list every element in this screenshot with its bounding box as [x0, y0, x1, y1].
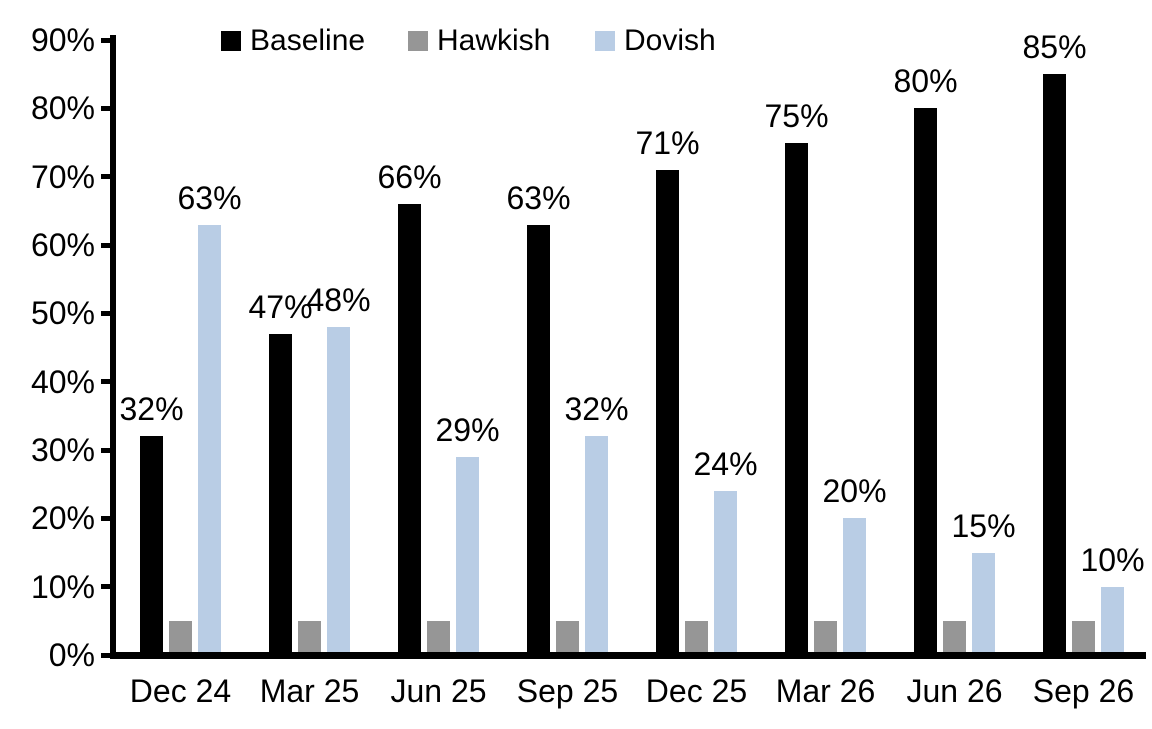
y-axis-label-60: 60% — [30, 227, 95, 263]
y-axis-label-10: 10% — [30, 568, 95, 605]
data-label-dovish-sep-25: 32% — [564, 391, 629, 428]
legend-label-hawkish: Hawkish — [437, 24, 551, 57]
y-axis-label-40: 40% — [30, 363, 95, 400]
bar-hawkish-dec-25 — [685, 620, 708, 655]
bar-dovish-dec-24 — [198, 224, 221, 655]
x-axis-label-dec-25: Dec 25 — [645, 673, 748, 709]
bar-hawkish-sep-26 — [1072, 620, 1095, 655]
legend-label-baseline: Baseline — [250, 24, 366, 57]
bar-hawkish-jun-26 — [943, 620, 966, 655]
y-axis-line — [110, 35, 116, 659]
bar-dovish-mar-25 — [327, 327, 350, 655]
legend-item-baseline: Baseline — [221, 26, 365, 56]
y-axis-tick-20 — [101, 515, 110, 521]
bar-baseline-jun-26 — [914, 108, 937, 655]
data-label-dovish-jun-25: 29% — [435, 411, 500, 448]
bar-hawkish-sep-25 — [556, 620, 579, 655]
bar-baseline-mar-25 — [269, 333, 292, 655]
legend-item-dovish: Dovish — [595, 26, 716, 56]
y-axis-label-70: 70% — [30, 158, 95, 195]
hawkish-swatch-icon — [408, 31, 428, 51]
data-label-dovish-dec-24: 63% — [177, 179, 242, 216]
bar-baseline-sep-25 — [527, 224, 550, 655]
y-axis-tick-60 — [101, 242, 110, 248]
data-label-baseline-mar-26: 75% — [764, 97, 829, 134]
legend-item-hawkish: Hawkish — [408, 26, 550, 56]
bar-baseline-sep-26 — [1043, 74, 1066, 655]
data-label-baseline-jun-25: 66% — [377, 159, 442, 195]
y-axis-label-0: 0% — [48, 637, 95, 673]
x-axis-label-mar-26: Mar 26 — [775, 673, 876, 709]
x-axis-label-jun-25: Jun 25 — [390, 673, 487, 709]
y-axis-tick-30 — [101, 447, 110, 453]
y-axis-tick-70 — [101, 174, 110, 180]
data-label-dovish-jun-26: 15% — [951, 507, 1016, 544]
x-axis-label-sep-25: Sep 25 — [516, 673, 619, 709]
y-axis-tick-50 — [101, 310, 110, 316]
y-axis-tick-80 — [101, 105, 110, 111]
data-label-baseline-sep-26: 85% — [1022, 29, 1087, 66]
data-label-dovish-dec-25: 24% — [693, 446, 758, 482]
baseline-swatch-icon — [221, 31, 241, 51]
bar-hawkish-mar-26 — [814, 620, 837, 655]
bar-dovish-sep-26 — [1101, 586, 1124, 655]
bar-hawkish-jun-25 — [427, 620, 450, 655]
y-axis-tick-10 — [101, 584, 110, 590]
bar-dovish-sep-25 — [585, 436, 608, 655]
data-label-dovish-mar-25: 48% — [306, 282, 371, 318]
data-label-baseline-mar-25: 47% — [248, 288, 313, 325]
data-label-dovish-sep-26: 10% — [1080, 541, 1145, 578]
x-axis-line — [110, 652, 1146, 659]
bar-baseline-dec-24 — [140, 436, 163, 655]
bar-dovish-jun-25 — [456, 456, 479, 655]
y-axis-tick-0 — [101, 652, 110, 658]
bar-hawkish-dec-24 — [169, 620, 192, 655]
bar-baseline-jun-25 — [398, 204, 421, 655]
data-label-baseline-jun-26: 80% — [893, 63, 958, 100]
y-axis-tick-90 — [101, 37, 110, 43]
x-axis-label-dec-24: Dec 24 — [129, 673, 232, 709]
x-axis-label-jun-26: Jun 26 — [906, 673, 1003, 709]
bar-dovish-jun-26 — [972, 552, 995, 655]
y-axis-label-90: 90% — [30, 22, 95, 58]
y-axis-label-20: 20% — [30, 500, 95, 537]
y-axis-label-50: 50% — [30, 295, 95, 332]
y-axis-tick-40 — [101, 379, 110, 385]
dovish-swatch-icon — [595, 31, 615, 51]
data-label-baseline-sep-25: 63% — [506, 179, 571, 216]
x-axis-label-mar-25: Mar 25 — [259, 673, 360, 709]
y-axis-label-30: 30% — [30, 432, 95, 468]
bar-dovish-dec-25 — [714, 491, 737, 655]
x-axis-label-sep-26: Sep 26 — [1032, 673, 1135, 709]
bar-baseline-dec-25 — [656, 169, 679, 655]
bar-dovish-mar-26 — [843, 518, 866, 655]
data-label-dovish-mar-26: 20% — [822, 473, 887, 510]
data-label-baseline-dec-25: 71% — [635, 124, 700, 161]
data-label-baseline-dec-24: 32% — [119, 391, 184, 428]
legend-label-dovish: Dovish — [624, 24, 716, 57]
bar-baseline-mar-26 — [785, 142, 808, 655]
y-axis-label-80: 80% — [30, 90, 95, 127]
chart-legend: Baseline Hawkish Dovish — [0, 26, 1152, 56]
bar-hawkish-mar-25 — [298, 620, 321, 655]
